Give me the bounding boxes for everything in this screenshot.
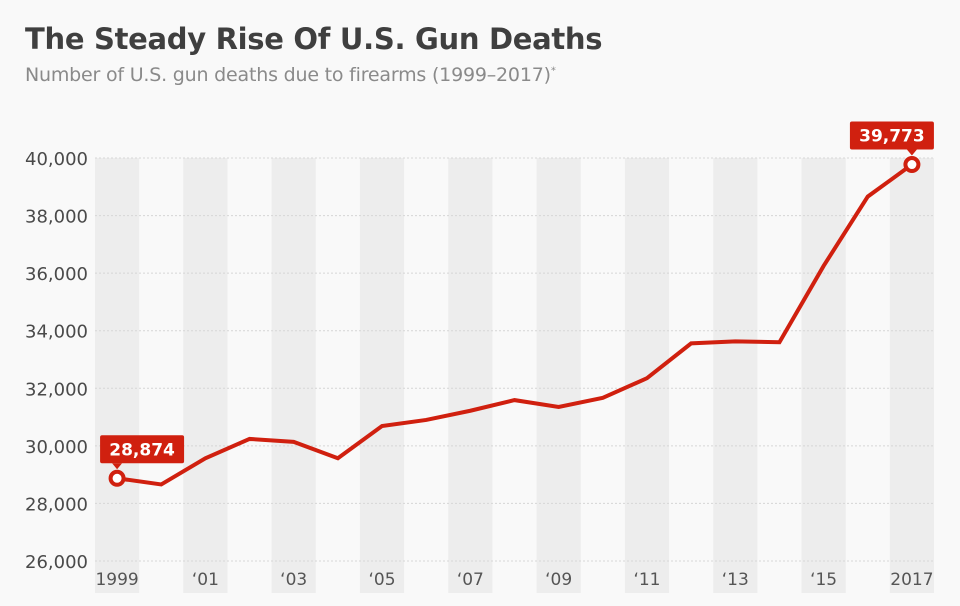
value-label-pointer xyxy=(112,463,123,470)
column-band xyxy=(271,158,316,593)
column-band xyxy=(801,158,846,593)
x-tick-label: ‘07 xyxy=(457,570,484,590)
chart-subtitle: Number of U.S. gun deaths due to firearm… xyxy=(25,64,556,86)
value-label-pointer xyxy=(906,149,917,156)
column-band xyxy=(183,158,228,593)
y-tick-label: 34,000 xyxy=(25,322,88,343)
x-tick-label: ‘15 xyxy=(810,570,837,590)
column-band xyxy=(713,158,758,593)
x-tick-label: ‘05 xyxy=(369,570,396,590)
column-band xyxy=(95,158,140,593)
value-label: 39,773 xyxy=(859,127,925,147)
column-band xyxy=(536,158,581,593)
footnote-marker: * xyxy=(550,65,556,77)
chart-title: The Steady Rise Of U.S. Gun Deaths xyxy=(25,22,603,56)
endpoint-marker xyxy=(903,156,921,174)
x-tick-label: ‘11 xyxy=(633,570,660,590)
y-tick-label: 38,000 xyxy=(25,207,88,228)
y-axis-ticks: 26,000 28,000 30,000 32,000 34,000 36,000 38,0… xyxy=(25,149,88,573)
series-line-group xyxy=(115,162,914,487)
y-tick-label: 28,000 xyxy=(25,494,88,515)
column-band xyxy=(889,158,934,593)
x-tick-label: 2017 xyxy=(890,570,933,590)
value-label-box xyxy=(100,435,185,464)
y-tick-label: 32,000 xyxy=(25,379,88,400)
x-tick-label: ‘03 xyxy=(280,570,307,590)
x-tick-label: ‘01 xyxy=(192,570,219,590)
y-tick-label: 30,000 xyxy=(25,437,88,458)
endpoint-marker xyxy=(108,469,126,487)
value-label: 28,874 xyxy=(109,440,175,460)
x-tick-label: ‘13 xyxy=(722,570,749,590)
column-bands xyxy=(95,158,934,593)
y-tick-label: 26,000 xyxy=(25,552,88,573)
x-tick-label: 1999 xyxy=(95,570,138,590)
annotations: 28,874 39,773 xyxy=(100,121,934,487)
x-axis-ticks: 1999 ‘01 ‘03 ‘05 ‘07 ‘09 ‘11 ‘13 ‘15 2017 xyxy=(95,570,933,590)
column-band xyxy=(624,158,670,593)
x-tick-label: ‘09 xyxy=(545,570,572,590)
column-band xyxy=(359,158,405,593)
y-tick-label: 40,000 xyxy=(25,149,88,170)
y-tick-label: 36,000 xyxy=(25,264,88,285)
value-label-box xyxy=(849,121,934,150)
series-line xyxy=(115,162,914,487)
subtitle-text: Number of U.S. gun deaths due to firearm… xyxy=(25,64,551,86)
column-band xyxy=(448,158,493,593)
